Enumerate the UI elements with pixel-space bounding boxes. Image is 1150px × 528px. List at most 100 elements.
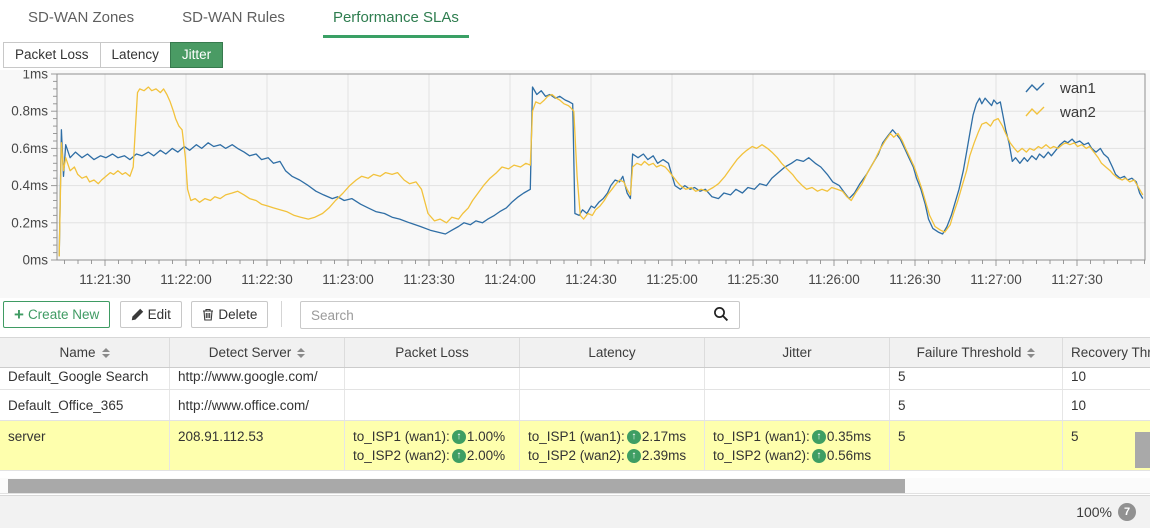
sort-icon xyxy=(1027,347,1036,358)
sla-target-metric: to_ISP1 (wan1): ↑ 2.17ms xyxy=(528,427,704,446)
metric-cell xyxy=(345,368,520,389)
metric-cell: to_ISP1 (wan1): ↑ 2.17ms to_ISP2 (wan2): ↑ 2.… xyxy=(520,421,705,470)
sla-target-metric: to_ISP2 (wan2): ↑ 0.56ms xyxy=(713,446,889,465)
x-axis-tick-label: 11:26:00 xyxy=(808,272,860,287)
tab-sdwan-zones[interactable]: SD-WAN Zones xyxy=(28,9,135,26)
tab-jitter[interactable]: Jitter xyxy=(169,42,224,68)
column-header-recovery-threshold: Recovery Threshold xyxy=(1063,338,1150,367)
edit-label: Edit xyxy=(147,307,171,322)
search-button[interactable] xyxy=(703,302,739,328)
horizontal-scrollbar[interactable] xyxy=(0,478,1150,494)
sla-target-metric: to_ISP2 (wan2): ↑ 2.39ms xyxy=(528,446,704,465)
series-wan2 xyxy=(58,86,1144,257)
column-header-label: Latency xyxy=(588,345,636,360)
column-header-detect-server[interactable]: Detect Server xyxy=(170,338,345,367)
sla-metric-value: 2.00% xyxy=(466,448,506,463)
plot-border xyxy=(56,73,1146,261)
recovery-threshold: 10 xyxy=(1071,369,1087,384)
x-axis-tick-label: 11:27:30 xyxy=(1051,272,1103,287)
sla-metric-value: 0.56ms xyxy=(826,448,872,463)
column-header-failure-threshold[interactable]: Failure Threshold xyxy=(890,338,1063,367)
column-header-label: Detect Server xyxy=(208,345,292,360)
x-axis-tick-label: 11:21:30 xyxy=(79,272,131,287)
table-header: Name Detect Server Packet Loss Latency Jitte… xyxy=(0,337,1150,368)
recovery-threshold: 10 xyxy=(1071,398,1087,413)
table-row[interactable]: Default_Google Search http://www.google.c… xyxy=(0,368,1150,390)
sla-name: server xyxy=(0,421,170,470)
column-header-label: Failure Threshold xyxy=(916,345,1022,360)
tab-latency[interactable]: Latency xyxy=(99,42,171,68)
sla-name: Default_Office_365 xyxy=(0,390,170,420)
sla-metric-value: 2.17ms xyxy=(641,429,687,444)
legend-label: wan1 xyxy=(1059,80,1096,97)
sla-target-label: to_ISP2 (wan2): xyxy=(528,448,625,463)
arrow-up-circle-icon: ↑ xyxy=(451,429,466,444)
sort-icon xyxy=(297,347,306,358)
metric-cell xyxy=(520,368,705,389)
sla-target-label: to_ISP2 (wan2): xyxy=(713,448,810,463)
trash-icon xyxy=(202,308,214,321)
table-row[interactable]: Default_Office_365 http://www.office.com/… xyxy=(0,390,1150,421)
sla-target-metric: to_ISP1 (wan1): ↑ 1.00% xyxy=(353,427,519,446)
x-axis-tick-label: 11:24:00 xyxy=(484,272,536,287)
sla-target-metric: to_ISP1 (wan1): ↑ 0.35ms xyxy=(713,427,889,446)
y-axis-tick-label: 0ms xyxy=(22,253,48,268)
failure-threshold: 5 xyxy=(890,368,1063,389)
x-axis-tick-label: 11:22:00 xyxy=(160,272,212,287)
legend-label: wan2 xyxy=(1059,104,1096,121)
zoom-level[interactable]: 100% xyxy=(1076,504,1112,520)
metric-tab-bar: Packet Loss Latency Jitter xyxy=(3,42,224,68)
jitter-chart-svg: 1ms 0.8ms 0.6ms 0.4ms 0.2ms 0ms 11:21:30 11:22:… xyxy=(0,67,1150,298)
toolbar-divider xyxy=(280,301,282,327)
y-axis-tick-label: 0.8ms xyxy=(11,104,48,119)
tab-performance-slas[interactable]: Performance SLAs xyxy=(322,0,469,38)
column-header-label: Name xyxy=(59,345,96,360)
y-axis-tick-label: 1ms xyxy=(22,70,48,82)
search-input[interactable] xyxy=(301,303,703,327)
horizontal-scrollbar-thumb[interactable] xyxy=(8,479,905,493)
status-bar: 100% 7 xyxy=(0,495,1150,528)
metric-cell xyxy=(520,390,705,420)
tab-packet-loss[interactable]: Packet Loss xyxy=(3,42,101,68)
column-header-packet-loss: Packet Loss xyxy=(345,338,520,367)
y-axis-tick-label: 0.2ms xyxy=(11,215,48,230)
edit-button[interactable]: Edit xyxy=(119,301,182,328)
main-tab-bar: SD-WAN Zones SD-WAN Rules Performance SL… xyxy=(0,0,1150,38)
sla-target-label: to_ISP1 (wan1): xyxy=(713,429,810,444)
column-header-latency: Latency xyxy=(520,338,705,367)
table-body: Default_Google Search http://www.google.c… xyxy=(0,368,1150,471)
metric-cell xyxy=(705,390,890,420)
sla-metric-value: 0.35ms xyxy=(826,429,872,444)
sla-name: Default_Google Search xyxy=(0,368,170,389)
search-icon xyxy=(713,306,729,325)
sla-target-label: to_ISP2 (wan2): xyxy=(353,448,450,463)
tab-sdwan-rules[interactable]: SD-WAN Rules xyxy=(182,9,285,26)
delete-label: Delete xyxy=(218,307,258,322)
legend-item-wan2[interactable]: wan2 xyxy=(1025,104,1096,121)
x-axis-tick-label: 11:23:30 xyxy=(403,272,455,287)
metric-cell xyxy=(705,368,890,389)
arrow-up-circle-icon: ↑ xyxy=(451,448,466,463)
sort-icon xyxy=(101,347,110,358)
sla-target-label: to_ISP1 (wan1): xyxy=(528,429,625,444)
failure-threshold: 5 xyxy=(890,421,1063,470)
legend-item-wan1[interactable]: wan1 xyxy=(1025,80,1096,97)
column-header-label: Recovery Threshold xyxy=(1071,345,1150,360)
arrow-up-circle-icon: ↑ xyxy=(626,448,641,463)
table-row[interactable]: server 208.91.112.53 to_ISP1 (wan1): ↑ 1.00%… xyxy=(0,421,1150,471)
column-header-name[interactable]: Name xyxy=(0,338,170,367)
vertical-scrollbar-thumb[interactable] xyxy=(1135,432,1150,468)
metric-cell: to_ISP1 (wan1): ↑ 1.00% to_ISP2 (wan2): ↑ 2.0… xyxy=(345,421,520,470)
metric-cell: to_ISP1 (wan1): ↑ 0.35ms to_ISP2 (wan2): ↑ 0.… xyxy=(705,421,890,470)
create-new-button[interactable]: + Create New xyxy=(3,301,111,328)
column-header-label: Jitter xyxy=(782,345,812,360)
column-header-label: Packet Loss xyxy=(395,345,469,360)
failure-threshold: 5 xyxy=(890,390,1063,420)
plus-icon: + xyxy=(14,304,24,324)
x-axis-tick-label: 11:24:30 xyxy=(565,272,617,287)
series-wan1 xyxy=(58,86,1144,257)
delete-button[interactable]: Delete xyxy=(191,301,269,328)
y-axis-tick-label: 0.4ms xyxy=(11,178,48,193)
notification-badge[interactable]: 7 xyxy=(1118,503,1136,521)
sla-target-label: to_ISP1 (wan1): xyxy=(353,429,450,444)
